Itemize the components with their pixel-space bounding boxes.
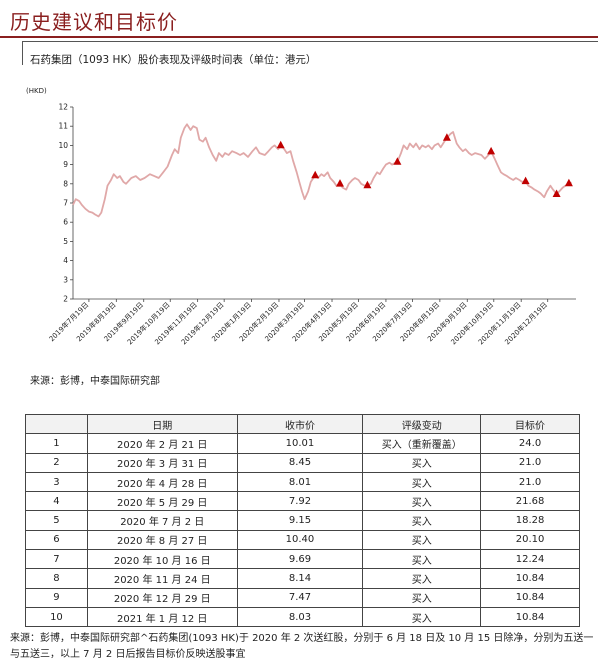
table-row: 2 2020 年 3 月 31 日 8.45 买入 21.0 xyxy=(25,452,580,473)
rating-marker xyxy=(564,178,573,187)
table-row: 9 2020 年 12 月 29 日 7.47 买入 10.84 xyxy=(25,587,580,608)
table-cell-row-index: 7 xyxy=(25,549,88,570)
table-cell-rating-date: 2020 年 2 月 21 日 xyxy=(86,433,238,454)
table-cell-rating-date: 2021 年 1 月 12 日 xyxy=(86,606,238,628)
table-cell-close-price: 7.92 xyxy=(236,491,364,512)
page-title: 历史建议和目标价 xyxy=(10,10,178,34)
table-row: 7 2020 年 10 月 16 日 9.69 买入 12.24 xyxy=(25,549,580,570)
y-tick-label: 7 xyxy=(63,199,68,208)
table-header-rating-change: 评级变动 xyxy=(362,413,482,435)
table-cell-row-index: 2 xyxy=(25,452,88,473)
price-chart-svg: (HKD)234567891011122019年7月19日2019年8月19日2… xyxy=(26,87,576,346)
table-cell-target-price: 21.0 xyxy=(480,471,580,493)
y-tick-label: 3 xyxy=(63,275,68,284)
rating-marker xyxy=(276,140,285,149)
table-cell-rating-date: 2020 年 10 月 16 日 xyxy=(86,549,238,570)
rating-marker xyxy=(521,176,530,185)
table-cell-rating-change: 买入 xyxy=(362,452,482,473)
y-tick-label: 10 xyxy=(58,141,68,150)
table-cell-target-price: 10.84 xyxy=(480,568,580,589)
table-cell-rating-date: 2020 年 8 月 27 日 xyxy=(86,529,238,551)
rating-marker xyxy=(336,179,344,187)
table-cell-rating-change: 买入 xyxy=(362,549,482,570)
table-header-row: 日期 收市价 评级变动 目标价 xyxy=(25,413,580,435)
table-cell-target-price: 21.68 xyxy=(480,491,580,512)
table-cell-rating-change: 买入（重新覆盖） xyxy=(362,433,482,454)
rating-marker xyxy=(487,146,496,155)
table-note: 来源：彭博，中泰国际研究部^石药集团(1093 HK)于 2020 年 2 次送… xyxy=(10,633,594,660)
table-row: 5 2020 年 7 月 2 日 9.15 买入 18.28 xyxy=(25,510,580,531)
y-tick-label: 9 xyxy=(63,160,68,169)
table-cell-rating-date: 2020 年 7 月 2 日 xyxy=(86,510,238,531)
table-cell-rating-change: 买入 xyxy=(362,510,482,531)
table-row: 3 2020 年 4 月 28 日 8.01 买入 21.0 xyxy=(25,471,580,493)
chart-source: 来源：彭博，中泰国际研究部 xyxy=(30,376,160,387)
table-row: 1 2020 年 2 月 21 日 10.01 买入（重新覆盖） 24.0 xyxy=(25,433,580,454)
table-cell-rating-change: 买入 xyxy=(362,529,482,551)
table-cell-rating-date: 2020 年 5 月 29 日 xyxy=(86,491,238,512)
table-row: 10 2021 年 1 月 12 日 8.03 买入 10.84 xyxy=(25,606,580,628)
table-cell-close-price: 10.01 xyxy=(236,433,364,454)
table-cell-row-index: 6 xyxy=(25,529,88,551)
table-cell-row-index: 1 xyxy=(25,433,88,454)
y-tick-label: 8 xyxy=(63,179,68,188)
table-row: 8 2020 年 11 月 24 日 8.14 买入 10.84 xyxy=(25,568,580,589)
title-divider xyxy=(0,36,598,38)
price-series-line xyxy=(72,123,572,218)
table-header-row-index xyxy=(25,413,88,435)
y-tick-label: 11 xyxy=(58,122,68,131)
rating-history-table: 日期 收市价 评级变动 目标价 1 2020 年 2 月 21 日 10.01 买入（重新覆… xyxy=(25,413,580,628)
table-cell-rating-change: 买入 xyxy=(362,491,482,512)
table-cell-target-price: 10.84 xyxy=(480,587,580,608)
table-cell-row-index: 8 xyxy=(25,568,88,589)
table-cell-close-price: 8.03 xyxy=(236,606,364,628)
table-cell-rating-date: 2020 年 12 月 29 日 xyxy=(86,587,238,608)
rating-marker xyxy=(552,189,561,197)
table-body: 1 2020 年 2 月 21 日 10.01 买入（重新覆盖） 24.0 2 2020 年… xyxy=(25,433,580,628)
table-cell-rating-change: 买入 xyxy=(362,587,482,608)
table-cell-rating-date: 2020 年 4 月 28 日 xyxy=(86,471,238,493)
table-cell-close-price: 8.14 xyxy=(236,568,364,589)
table-cell-row-index: 10 xyxy=(25,606,88,628)
table-cell-row-index: 5 xyxy=(25,510,88,531)
table-cell-target-price: 21.0 xyxy=(480,452,580,473)
table-header-rating-date: 日期 xyxy=(86,413,238,435)
table-header-close-price: 收市价 xyxy=(236,413,364,435)
y-tick-label: 4 xyxy=(63,256,68,265)
y-tick-label: 5 xyxy=(63,237,68,246)
rating-marker xyxy=(363,180,372,189)
rating-marker xyxy=(311,170,320,179)
price-chart: (HKD) 2 3 4 5 6 7 8 9 10 11 12 2019年7月19日 2019年8月19日 2… xyxy=(0,80,598,360)
table-cell-target-price: 20.10 xyxy=(480,529,580,551)
table-cell-row-index: 9 xyxy=(25,587,88,608)
table-cell-close-price: 10.40 xyxy=(236,529,364,551)
table-cell-row-index: 3 xyxy=(25,471,88,493)
y-tick-label: 6 xyxy=(63,218,68,227)
table-cell-close-price: 7.47 xyxy=(236,587,364,608)
table-row: 4 2020 年 5 月 29 日 7.92 买入 21.68 xyxy=(25,491,580,512)
table-cell-row-index: 4 xyxy=(25,491,88,512)
y-tick-label: 12 xyxy=(58,103,68,112)
y-tick-label: 2 xyxy=(63,295,68,304)
table-cell-target-price: 10.84 xyxy=(480,606,580,628)
table-cell-target-price: 18.28 xyxy=(480,510,580,531)
y-unit-label: (HKD) xyxy=(26,87,47,95)
table-cell-close-price: 9.69 xyxy=(236,549,364,570)
table-cell-rating-change: 买入 xyxy=(362,568,482,589)
table-cell-rating-change: 买入 xyxy=(362,606,482,628)
table-cell-target-price: 24.0 xyxy=(480,433,580,454)
table-cell-close-price: 8.45 xyxy=(236,452,364,473)
table-cell-rating-date: 2020 年 11 月 24 日 xyxy=(86,568,238,589)
chart-heading-frame xyxy=(22,41,598,65)
rating-marker xyxy=(393,157,402,165)
table-cell-target-price: 12.24 xyxy=(480,549,580,570)
table-cell-close-price: 8.01 xyxy=(236,471,364,493)
chart-heading: 石药集团（1093 HK）股价表现及评级时间表（单位：港元） xyxy=(30,54,317,66)
table-cell-rating-change: 买入 xyxy=(362,471,482,493)
table-row: 6 2020 年 8 月 27 日 10.40 买入 20.10 xyxy=(25,529,580,551)
rating-marker xyxy=(442,133,451,141)
table-cell-close-price: 9.15 xyxy=(236,510,364,531)
table-header-target-price: 目标价 xyxy=(480,413,580,435)
table-cell-rating-date: 2020 年 3 月 31 日 xyxy=(86,452,238,473)
